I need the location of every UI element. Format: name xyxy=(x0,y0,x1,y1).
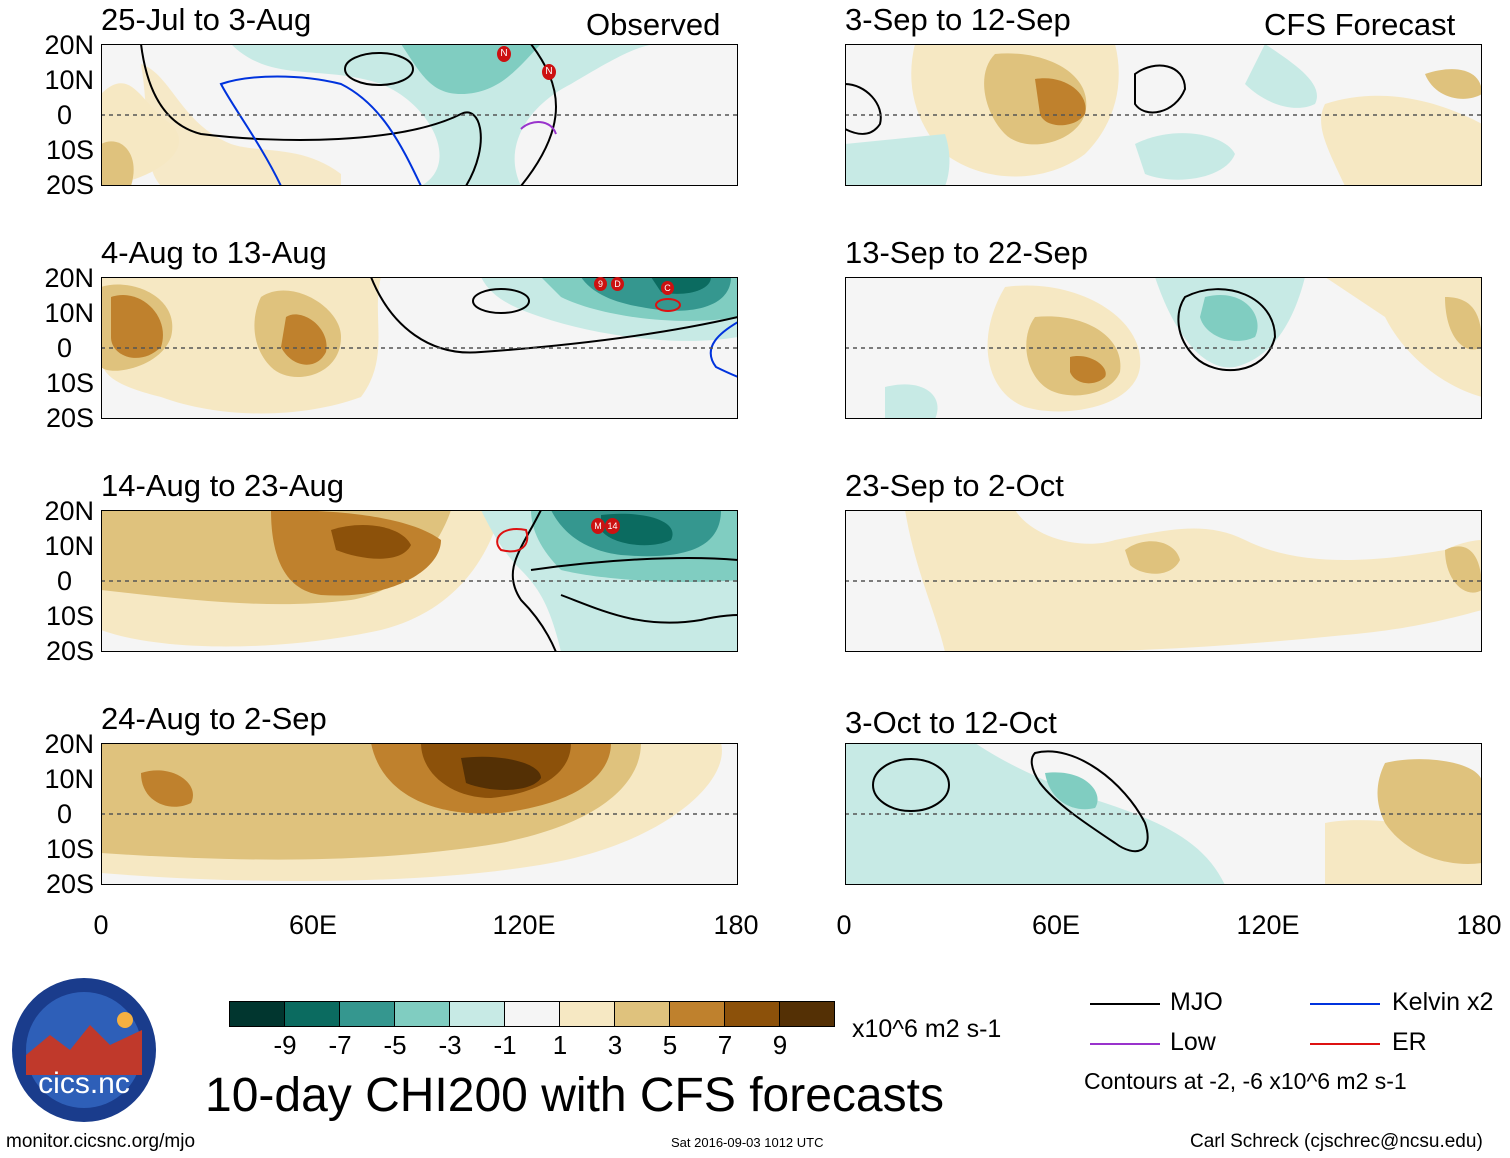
colorbar-bin xyxy=(230,1002,285,1026)
legend-label-kelvin: Kelvin x2 xyxy=(1392,988,1494,1016)
storm-marker: C xyxy=(661,281,674,295)
storm-marker: D xyxy=(611,277,624,291)
colorbar-tick: -1 xyxy=(493,1030,517,1060)
legend-label-er: ER xyxy=(1392,1028,1427,1056)
lon-label-0-right: 0 xyxy=(836,910,852,940)
map-panel-8 xyxy=(845,743,1482,885)
lat-label-eq: 0 xyxy=(56,100,72,130)
colorbar xyxy=(229,1001,835,1027)
colorbar-tick: -5 xyxy=(383,1030,407,1060)
panel-title-3: 14-Aug to 23-Aug xyxy=(101,468,345,503)
map-panel-4 xyxy=(101,743,738,885)
lat-label-10s: 10S xyxy=(45,601,94,631)
lat-label-10s: 10S xyxy=(45,135,94,165)
colorbar-tick: 9 xyxy=(772,1030,788,1060)
panel-title-6: 13-Sep to 22-Sep xyxy=(845,235,1089,270)
colorbar-tick: -7 xyxy=(328,1030,352,1060)
colorbar-tick: -9 xyxy=(273,1030,297,1060)
colorbar-tick: 1 xyxy=(552,1030,568,1060)
map-panel-1 xyxy=(101,44,738,186)
panel-title-8: 3-Oct to 12-Oct xyxy=(845,705,1057,740)
lon-label-0-left: 0 xyxy=(93,910,109,940)
lon-label-120e-left: 120E xyxy=(492,910,556,940)
legend-label-mjo: MJO xyxy=(1170,988,1223,1016)
colorbar-tick: 3 xyxy=(607,1030,623,1060)
map-panel-6 xyxy=(845,277,1482,419)
legend-line-mjo xyxy=(1090,1003,1160,1005)
colorbar-bin xyxy=(285,1002,340,1026)
lat-label-20n: 20N xyxy=(44,496,94,526)
observed-label: Observed xyxy=(586,7,721,42)
storm-marker: N xyxy=(542,64,556,80)
legend-label-low: Low xyxy=(1170,1028,1216,1056)
panel-title-4: 24-Aug to 2-Sep xyxy=(101,701,327,736)
colorbar-tick: 5 xyxy=(662,1030,678,1060)
lat-label-eq: 0 xyxy=(56,333,72,363)
map-panel-3 xyxy=(101,510,738,652)
lat-label-20n: 20N xyxy=(44,263,94,293)
lat-label-20s: 20S xyxy=(45,170,94,200)
colorbar-bin xyxy=(450,1002,505,1026)
colorbar-bin xyxy=(505,1002,560,1026)
main-title: 10-day CHI200 with CFS forecasts xyxy=(205,1069,944,1122)
lat-label-10n: 10N xyxy=(44,298,94,328)
colorbar-tick: -3 xyxy=(438,1030,462,1060)
colorbar-bin xyxy=(725,1002,780,1026)
lat-label-10s: 10S xyxy=(45,368,94,398)
lat-label-20n: 20N xyxy=(44,30,94,60)
lat-label-20n: 20N xyxy=(44,729,94,759)
colorbar-bin xyxy=(615,1002,670,1026)
lat-label-10n: 10N xyxy=(44,531,94,561)
lat-label-eq: 0 xyxy=(56,566,72,596)
legend-line-er xyxy=(1310,1043,1380,1045)
lon-label-60e-right: 60E xyxy=(1031,910,1081,940)
lat-label-20s: 20S xyxy=(45,636,94,666)
colorbar-bin xyxy=(670,1002,725,1026)
storm-marker: 9 xyxy=(594,277,607,291)
lon-label-180-right: 180 xyxy=(1456,910,1502,940)
map-panel-7 xyxy=(845,510,1482,652)
lon-label-120e-right: 120E xyxy=(1236,910,1300,940)
lat-label-20s: 20S xyxy=(45,869,94,899)
panel-title-5: 3-Sep to 12-Sep xyxy=(845,2,1071,37)
contours-note: Contours at -2, -6 x10^6 m2 s-1 xyxy=(1084,1068,1407,1094)
storm-marker: N xyxy=(497,46,511,62)
panel-title-1: 25-Jul to 3-Aug xyxy=(101,2,312,37)
storm-marker: M xyxy=(591,518,605,534)
forecast-label: CFS Forecast xyxy=(1264,7,1456,42)
panel-title-7: 23-Sep to 2-Oct xyxy=(845,468,1064,503)
colorbar-bin xyxy=(560,1002,615,1026)
panel-title-2: 4-Aug to 13-Aug xyxy=(101,235,327,270)
legend-line-low xyxy=(1090,1043,1160,1045)
footer-timestamp: Sat 2016-09-03 1012 UTC xyxy=(671,1135,824,1150)
lat-label-eq: 0 xyxy=(56,799,72,829)
map-panel-5 xyxy=(845,44,1482,186)
legend-line-kelvin xyxy=(1310,1003,1380,1005)
colorbar-bin xyxy=(340,1002,395,1026)
map-panel-2 xyxy=(101,277,738,419)
colorbar-units: x10^6 m2 s-1 xyxy=(852,1015,1002,1043)
lon-label-180-left: 180 xyxy=(713,910,759,940)
storm-marker: 14 xyxy=(605,518,620,534)
logo-text: cics.nc xyxy=(38,1067,130,1100)
lat-label-10s: 10S xyxy=(45,834,94,864)
cics-logo: cics.nc xyxy=(12,978,156,1122)
lon-label-60e-left: 60E xyxy=(288,910,338,940)
lat-label-10n: 10N xyxy=(44,764,94,794)
colorbar-tick: 7 xyxy=(717,1030,733,1060)
footer-url[interactable]: monitor.cicsnc.org/mjo xyxy=(6,1131,196,1152)
colorbar-bin xyxy=(780,1002,834,1026)
lat-label-20s: 20S xyxy=(45,403,94,433)
colorbar-bin xyxy=(395,1002,450,1026)
lat-label-10n: 10N xyxy=(44,65,94,95)
footer-author: Carl Schreck (cjschrec@ncsu.edu) xyxy=(1190,1131,1483,1152)
